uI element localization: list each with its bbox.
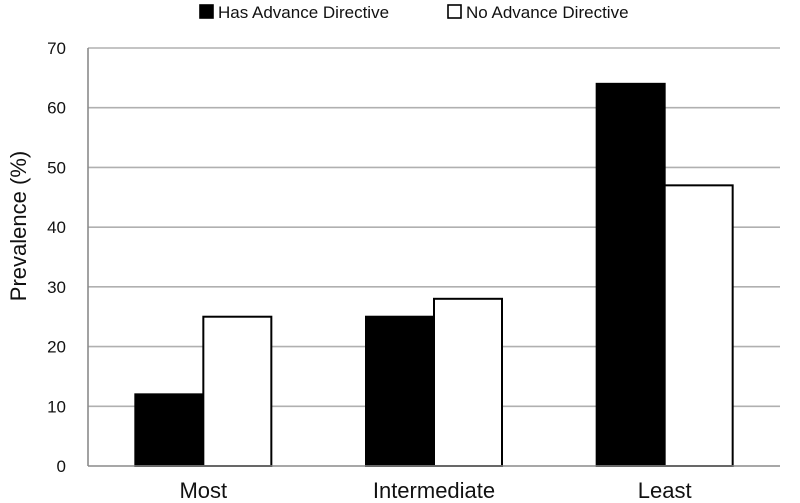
y-tick-label: 50 (47, 158, 66, 177)
bar-most-no-directive (202, 315, 273, 468)
legend: Has Advance Directive No Advance Directiv… (199, 3, 629, 22)
bar-most-has-directive (134, 393, 205, 468)
legend-label-no-directive: No Advance Directive (466, 3, 629, 22)
legend-swatch-has-directive (199, 4, 214, 19)
y-tick-label: 60 (47, 99, 66, 118)
y-tick-label: 40 (47, 218, 66, 237)
y-tick-label: 0 (57, 457, 66, 476)
x-axis-labels: Most Intermediate Least (179, 478, 691, 503)
y-axis-ticks: 0 10 20 30 40 50 60 70 (47, 39, 66, 476)
legend-label-has-directive: Has Advance Directive (218, 3, 389, 22)
x-tick-label: Most (179, 478, 227, 503)
y-tick-label: 70 (47, 39, 66, 58)
y-tick-label: 20 (47, 338, 66, 357)
bars (134, 82, 734, 468)
x-tick-label: Least (638, 478, 692, 503)
x-tick-label: Intermediate (373, 478, 495, 503)
bar-intermediate-has-directive (365, 315, 435, 468)
y-tick-label: 10 (47, 397, 66, 416)
y-tick-label: 30 (47, 278, 66, 297)
bar-intermediate-no-directive (433, 297, 503, 467)
bar-least-has-directive (595, 82, 666, 467)
axes (87, 48, 780, 467)
legend-swatch-no-directive (447, 4, 462, 19)
bar-least-no-directive (663, 184, 734, 467)
y-axis-title: Prevalence (%) (6, 151, 31, 301)
